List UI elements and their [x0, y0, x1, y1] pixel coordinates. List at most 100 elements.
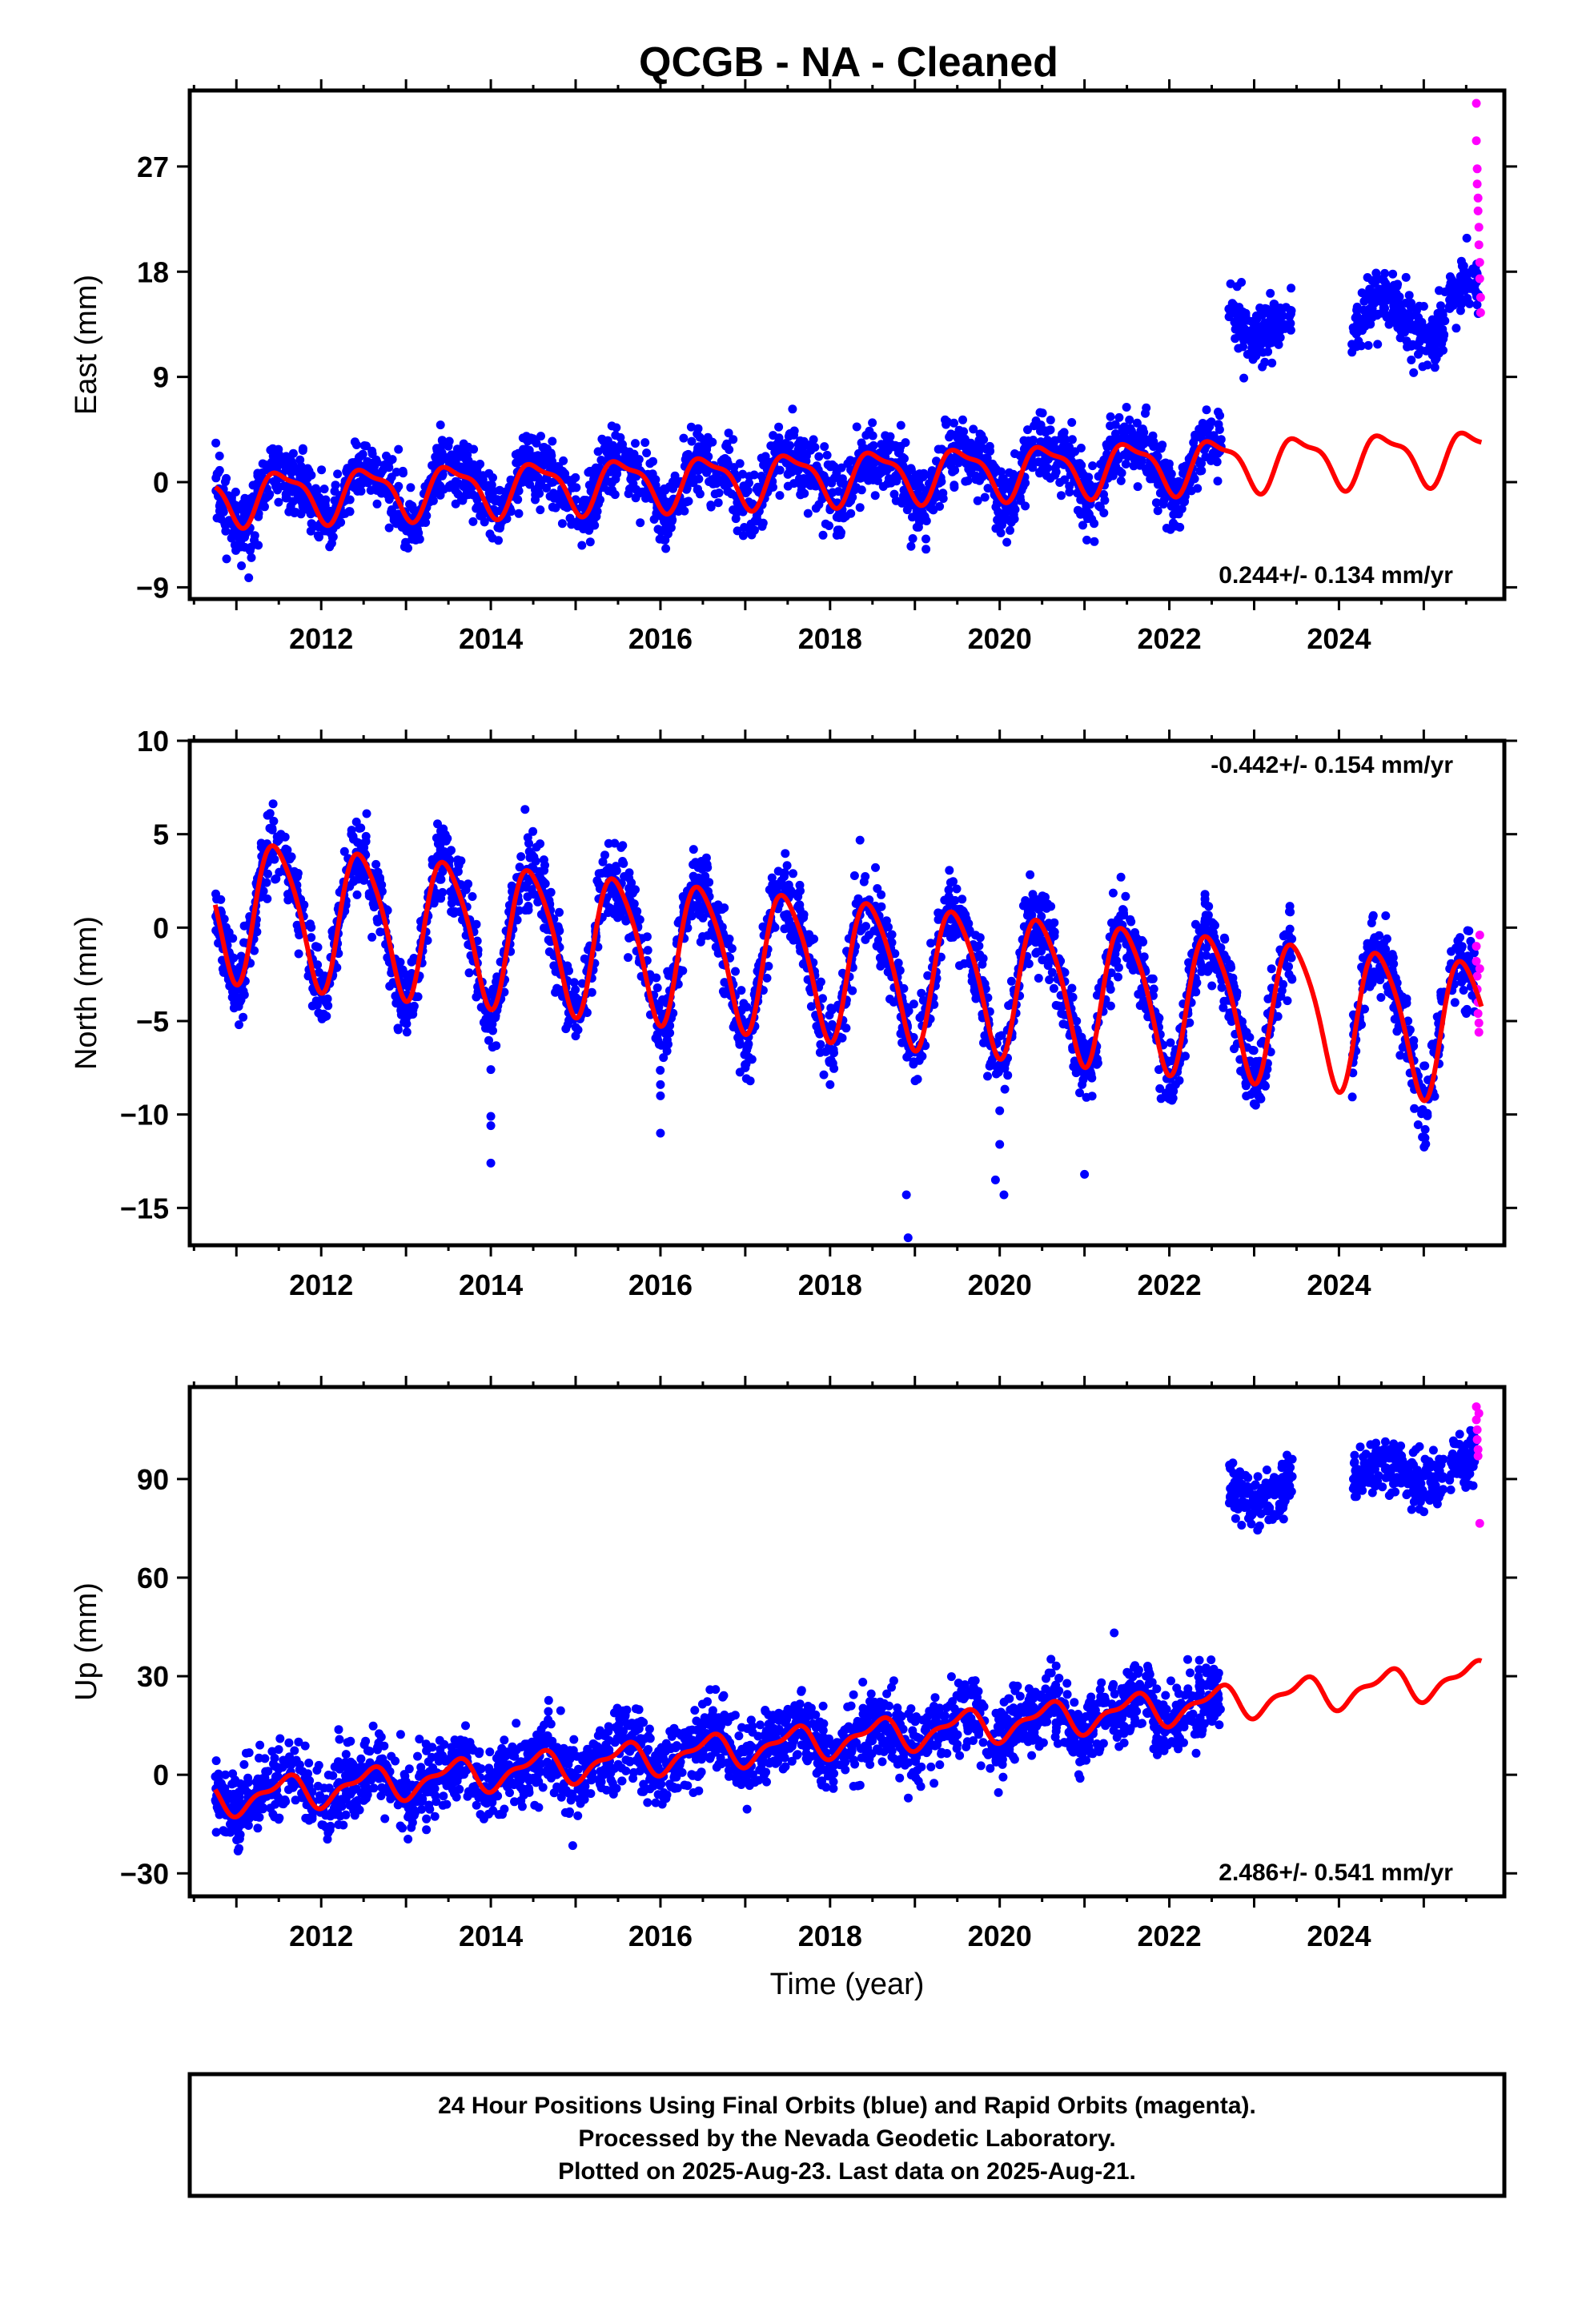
data-point [921, 545, 931, 554]
data-point [1434, 327, 1443, 336]
data-point [796, 436, 805, 445]
data-point [415, 534, 424, 544]
data-point [496, 520, 505, 529]
data-point [1050, 436, 1060, 445]
data-point [975, 429, 985, 439]
data-point [610, 490, 620, 500]
data-point [1472, 136, 1481, 146]
data-point [385, 492, 395, 501]
data-point [604, 838, 613, 848]
data-point [996, 467, 1006, 476]
data-point [1106, 421, 1115, 431]
data-point [963, 476, 973, 485]
data-point [729, 435, 738, 444]
x-tick-label: 2018 [798, 622, 862, 655]
data-point [480, 517, 489, 527]
data-point [780, 911, 789, 920]
data-point [942, 420, 951, 429]
data-point [447, 450, 456, 460]
data-point [1388, 269, 1398, 279]
data-point [271, 482, 281, 491]
data-point [857, 485, 866, 495]
data-point [1474, 240, 1484, 250]
data-point [1398, 307, 1407, 316]
data-point [1082, 535, 1091, 545]
y-tick-label: 0 [153, 466, 169, 499]
data-point [983, 484, 993, 493]
data-point [1215, 411, 1225, 420]
data-point [240, 493, 250, 503]
data-point [274, 497, 283, 507]
data-point [811, 504, 821, 513]
data-point [974, 447, 982, 456]
data-point [314, 532, 323, 541]
east-series-final-0 [211, 403, 1226, 582]
data-point [288, 497, 298, 506]
data-point [351, 817, 361, 826]
data-point [1028, 890, 1038, 899]
data-point [354, 459, 363, 468]
data-point [1241, 311, 1251, 320]
data-point [407, 501, 416, 510]
data-point [902, 505, 912, 515]
data-point [759, 460, 769, 470]
data-point [855, 503, 865, 513]
data-point [212, 513, 222, 523]
data-point [796, 480, 805, 489]
data-point [290, 509, 299, 517]
data-point [814, 452, 824, 461]
data-point [604, 486, 613, 496]
data-point [1137, 935, 1146, 945]
data-point [636, 518, 645, 528]
data-point [244, 573, 254, 582]
data-point [1257, 336, 1267, 346]
data-point [849, 871, 859, 880]
data-point [958, 415, 967, 424]
data-point [896, 420, 905, 430]
data-point [868, 431, 877, 440]
east-series-final-1 [1224, 278, 1296, 383]
panels-group: 2012 2014 2016 2018 2020 2022 2024−9091827East… [70, 79, 1517, 2001]
data-point [1126, 424, 1135, 433]
data-point [780, 868, 789, 878]
data-point [551, 503, 560, 513]
data-point [843, 459, 853, 468]
data-point [384, 523, 394, 533]
data-point [539, 855, 548, 865]
data-point [659, 1053, 669, 1063]
data-point [1427, 315, 1437, 324]
data-point [789, 430, 798, 440]
data-point [342, 468, 351, 476]
data-point [656, 1066, 665, 1075]
data-point [1382, 312, 1391, 322]
data-point [536, 505, 545, 515]
data-point [1473, 206, 1483, 215]
data-point [1034, 974, 1043, 983]
data-point [998, 473, 1007, 483]
data-point [1147, 435, 1157, 444]
data-point [861, 935, 870, 944]
data-point [686, 422, 696, 432]
data-point [1425, 341, 1435, 351]
data-point [1359, 314, 1369, 323]
data-point [1106, 1001, 1115, 1011]
data-point [260, 502, 269, 512]
data-point [906, 464, 916, 473]
data-point [881, 466, 891, 476]
data-point [908, 534, 917, 543]
data-point [288, 448, 298, 458]
data-point [1460, 276, 1470, 286]
data-point [461, 462, 471, 472]
data-point [916, 482, 926, 492]
data-point [235, 539, 244, 549]
data-point [211, 438, 221, 448]
data-point [472, 504, 481, 513]
data-point [359, 441, 369, 450]
data-point [1121, 460, 1130, 468]
data-point [247, 553, 256, 562]
data-point [946, 429, 956, 439]
data-point [703, 862, 713, 872]
data-point [363, 456, 372, 466]
data-point [1404, 291, 1414, 300]
data-point [1077, 468, 1086, 477]
